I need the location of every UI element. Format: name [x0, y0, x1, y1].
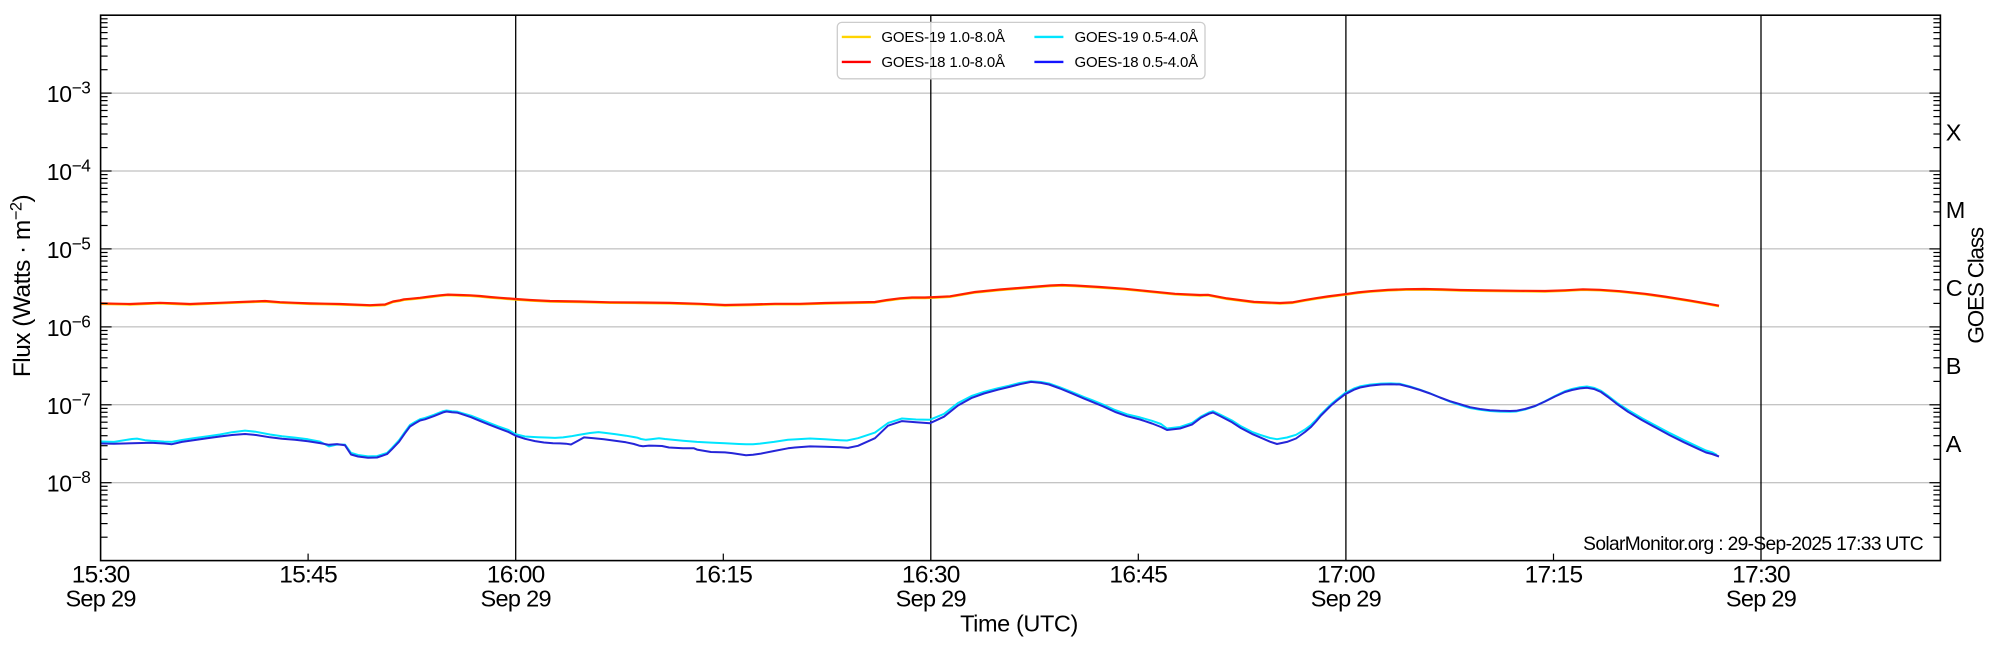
- svg-text:GOES Class: GOES Class: [1964, 227, 1989, 343]
- svg-text:15:45: 15:45: [279, 562, 337, 589]
- svg-text:GOES-19 0.5-4.0Å: GOES-19 0.5-4.0Å: [1075, 29, 1199, 46]
- svg-text:10−6: 10−6: [47, 311, 91, 341]
- svg-text:16:45: 16:45: [1109, 562, 1167, 589]
- svg-text:16:00: 16:00: [487, 562, 545, 589]
- svg-text:A: A: [1946, 431, 1962, 457]
- svg-text:GOES-18 1.0-8.0Å: GOES-18 1.0-8.0Å: [881, 54, 1005, 71]
- svg-text:17:00: 17:00: [1317, 562, 1375, 589]
- svg-text:Sep 29: Sep 29: [1311, 586, 1381, 612]
- svg-text:SolarMonitor.org : 29-Sep-2025: SolarMonitor.org : 29-Sep-2025 17:33 UTC: [1583, 534, 1924, 555]
- svg-text:16:15: 16:15: [694, 562, 752, 589]
- svg-text:10−4: 10−4: [47, 156, 91, 186]
- svg-text:Sep 29: Sep 29: [481, 586, 551, 612]
- svg-text:Sep 29: Sep 29: [1726, 586, 1796, 612]
- svg-text:B: B: [1946, 353, 1962, 379]
- svg-text:GOES-19 1.0-8.0Å: GOES-19 1.0-8.0Å: [881, 29, 1005, 46]
- svg-text:16:30: 16:30: [902, 562, 960, 589]
- svg-text:Flux (Watts · m−2): Flux (Watts · m−2): [8, 195, 37, 377]
- svg-text:17:15: 17:15: [1525, 562, 1583, 589]
- svg-text:15:30: 15:30: [72, 562, 130, 589]
- svg-text:GOES-18 0.5-4.0Å: GOES-18 0.5-4.0Å: [1075, 54, 1199, 71]
- svg-text:17:30: 17:30: [1732, 562, 1790, 589]
- svg-text:Sep 29: Sep 29: [896, 586, 966, 612]
- svg-text:Time (UTC): Time (UTC): [960, 611, 1078, 637]
- svg-text:C: C: [1946, 275, 1963, 301]
- svg-text:X: X: [1946, 119, 1962, 145]
- svg-text:Sep 29: Sep 29: [65, 586, 135, 612]
- svg-text:M: M: [1946, 197, 1966, 223]
